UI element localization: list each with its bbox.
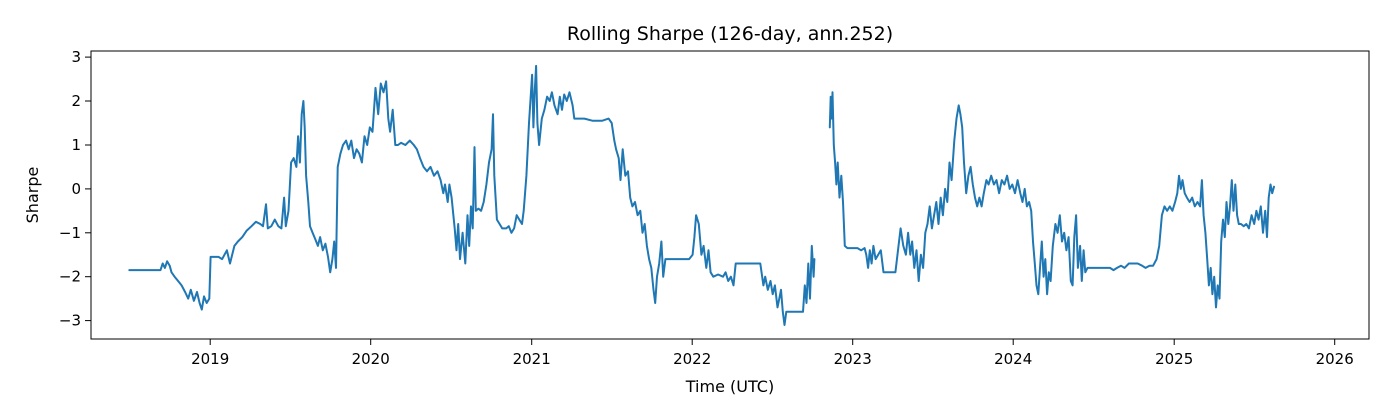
y-tick-label: 2 [71, 92, 81, 110]
y-tick-label: −2 [59, 268, 81, 286]
series-line [828, 91, 1275, 309]
x-tick-label: 2023 [834, 350, 872, 368]
y-tick-label: −3 [59, 312, 81, 330]
x-tick-label: 2024 [994, 350, 1032, 368]
plot-area [128, 64, 1275, 326]
y-tick-label: 1 [71, 136, 81, 154]
x-tick-label: 2022 [673, 350, 711, 368]
chart-title: Rolling Sharpe (126-day, ann.252) [567, 23, 893, 45]
x-axis: 2019 2020 2021 2022 2023 2024 2025 2026 [191, 339, 1354, 368]
x-tick-label: 2026 [1316, 350, 1354, 368]
x-tick-label: 2020 [352, 350, 390, 368]
y-tick-label: −1 [59, 224, 81, 242]
y-tick-label: 0 [71, 180, 81, 198]
x-axis-label: Time (UTC) [685, 377, 774, 396]
x-tick-label: 2019 [191, 350, 229, 368]
axes-frame [90, 50, 1370, 340]
y-axis-label: Sharpe [23, 167, 42, 224]
x-tick-label: 2025 [1155, 350, 1193, 368]
x-tick-label: 2021 [513, 350, 551, 368]
y-axis: 3 2 1 0 −1 −2 −3 [59, 48, 91, 330]
series-line [128, 64, 816, 326]
y-tick-label: 3 [71, 48, 81, 66]
